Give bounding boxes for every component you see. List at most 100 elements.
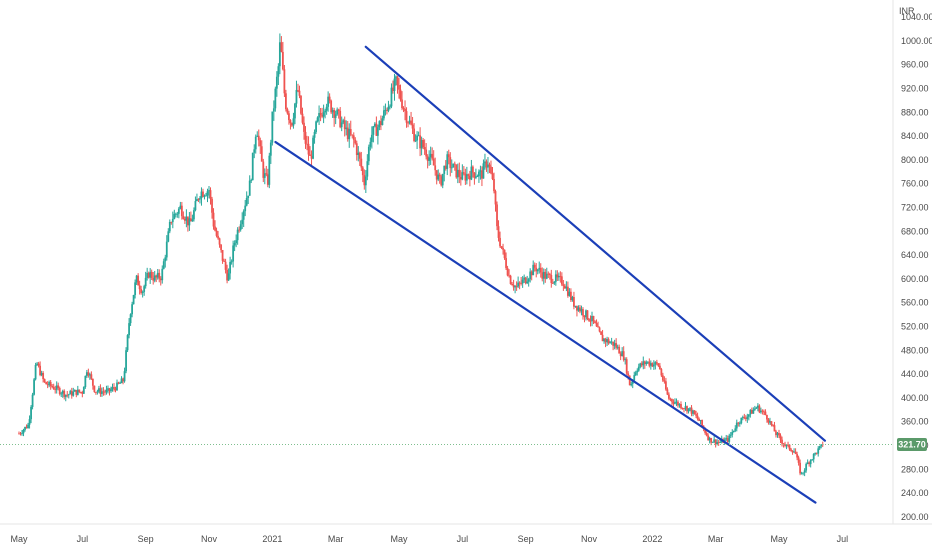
candle-body — [309, 154, 311, 156]
candle-body — [669, 398, 672, 400]
candle-body — [212, 212, 215, 227]
candle-body — [582, 309, 584, 316]
candle-body — [150, 271, 153, 278]
candle-body — [250, 180, 253, 181]
candle-body — [526, 281, 529, 284]
y-tick-label: 640.00 — [901, 250, 929, 260]
candle-body — [340, 122, 343, 128]
candle-body — [455, 164, 458, 178]
candle-body — [606, 339, 608, 343]
candle-body — [639, 363, 642, 367]
candle-body — [416, 135, 418, 141]
candle-body — [591, 315, 593, 321]
time-axis[interactable]: May Jul Sep Nov 2021 Mar May Jul Sep Nov 2022 Mar Ma… — [10, 534, 848, 544]
candle-body — [162, 261, 165, 269]
candle-body — [766, 414, 768, 420]
candle-body — [376, 127, 379, 136]
candle-body — [811, 459, 814, 461]
candle-body — [527, 279, 530, 282]
candle-body — [729, 434, 732, 436]
candle-body — [404, 108, 406, 112]
candle-body — [336, 109, 339, 115]
candle-body — [345, 127, 348, 130]
candle-body — [191, 219, 194, 222]
candle-body — [728, 435, 731, 442]
candle-body — [407, 122, 409, 124]
candle-body — [69, 390, 72, 395]
candle-body — [666, 389, 669, 395]
candle-body — [441, 173, 444, 186]
candle-body — [165, 241, 168, 258]
candle-body — [235, 240, 238, 244]
candle-body — [257, 135, 260, 141]
candle-body — [122, 378, 124, 382]
candle-body — [200, 191, 203, 199]
candle-body — [167, 231, 170, 242]
candle-body — [631, 380, 634, 384]
candle-body — [75, 389, 78, 395]
candle-body — [646, 361, 649, 363]
candle-body — [410, 120, 412, 125]
candle-body — [487, 164, 489, 168]
candle-body — [238, 229, 241, 231]
candle-body — [413, 128, 415, 142]
candle-body — [253, 149, 256, 153]
candle-body — [627, 373, 630, 376]
candle-body — [188, 218, 191, 226]
candle-body — [125, 350, 127, 372]
candle-body — [241, 219, 244, 225]
candle-body — [796, 454, 798, 458]
candle-body — [364, 176, 367, 186]
candle-body — [437, 174, 440, 180]
y-tick-label: 1000.00 — [901, 36, 932, 46]
candle-body — [91, 378, 94, 386]
candle-body — [793, 451, 795, 453]
candle-body — [458, 169, 461, 177]
candle-body — [247, 195, 250, 199]
candle-body — [663, 380, 666, 382]
candle-body — [817, 448, 820, 454]
candle-body — [375, 123, 378, 136]
candle-body — [318, 112, 320, 118]
candle-body — [146, 272, 149, 278]
candle-body — [485, 161, 488, 168]
candle-body — [621, 351, 624, 357]
candle-body — [535, 267, 538, 272]
candle-body — [755, 407, 758, 409]
candle-body — [98, 388, 100, 392]
y-tick-label: 200.00 — [901, 512, 929, 522]
candle-body — [161, 268, 164, 281]
candle-body — [797, 457, 800, 463]
candle-body — [740, 417, 743, 424]
candle-body — [168, 221, 171, 232]
candle-body — [545, 273, 548, 279]
candle-body — [805, 463, 808, 471]
candle-body — [346, 127, 349, 140]
candle-body — [352, 135, 355, 140]
candle-body — [197, 199, 200, 200]
candle-body — [680, 404, 682, 409]
candle-body — [785, 444, 788, 446]
y-tick-label: 480.00 — [901, 345, 929, 355]
candle-body — [732, 430, 735, 432]
candle-body — [502, 247, 504, 250]
candle-body — [551, 282, 554, 284]
candle-body — [607, 339, 610, 344]
candle-body — [731, 431, 734, 435]
candle-body — [203, 195, 206, 197]
candle-body — [360, 158, 363, 168]
candle-body — [643, 361, 646, 364]
candle-body — [176, 213, 179, 215]
candle-body — [490, 166, 492, 174]
candle-body — [248, 180, 251, 196]
candle-body — [152, 277, 155, 281]
candle-body — [99, 388, 102, 394]
candle-body — [529, 271, 532, 280]
y-tick-label: 520.00 — [901, 321, 929, 331]
candle-body — [447, 154, 450, 158]
candle-body — [717, 442, 720, 443]
candle-body — [285, 93, 287, 110]
candle-body — [787, 444, 789, 446]
